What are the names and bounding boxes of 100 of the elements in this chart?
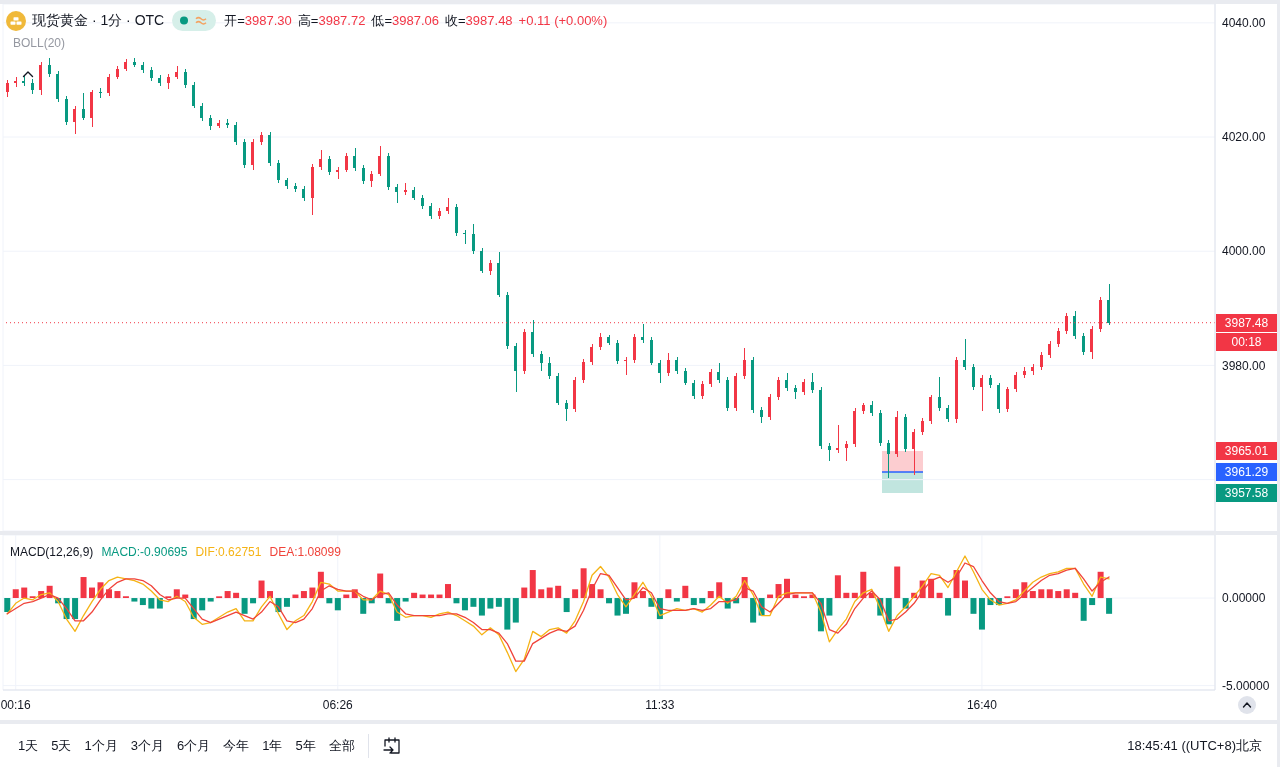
text: MACD(12,26,9)	[10, 545, 94, 559]
bar	[1080, 598, 1087, 621]
bar	[1089, 598, 1096, 606]
bar	[538, 589, 545, 599]
bar	[843, 592, 850, 599]
bar	[114, 591, 121, 599]
text: 今年	[223, 736, 250, 755]
candlestick	[463, 229, 467, 245]
candlestick	[963, 338, 967, 371]
bar	[470, 598, 477, 607]
candlestick	[649, 336, 653, 366]
text: 5年	[295, 736, 316, 755]
bar	[487, 598, 494, 609]
candlestick	[590, 343, 594, 366]
annotation: 开=3987.30	[224, 12, 292, 28]
candlestick	[844, 440, 848, 462]
candlestick	[73, 105, 77, 135]
candlestick	[395, 183, 399, 204]
bar	[673, 598, 680, 602]
bar	[639, 591, 646, 599]
candlestick	[276, 159, 280, 184]
candlestick	[1107, 283, 1111, 326]
text: 现货黄金 · 1分 · OTC	[32, 11, 165, 30]
bar	[665, 589, 672, 599]
text: 3个月	[130, 736, 164, 755]
y-tick-label: -5.00000	[1222, 678, 1270, 693]
bar	[546, 587, 553, 599]
candlestick	[107, 73, 111, 97]
bar	[1072, 592, 1079, 599]
candlestick	[615, 339, 619, 365]
bar	[707, 591, 714, 599]
bar	[1038, 589, 1045, 599]
candlestick	[717, 362, 721, 384]
candlestick	[692, 379, 696, 400]
bar	[648, 598, 655, 607]
text: 5天	[51, 736, 72, 755]
candlestick	[1073, 310, 1077, 340]
bar	[72, 598, 79, 620]
annotation: 收=3987.48	[445, 12, 513, 28]
candlestick	[810, 372, 814, 394]
candlestick	[980, 374, 984, 412]
candlestick	[912, 428, 916, 476]
bar	[300, 591, 307, 599]
bar	[614, 598, 621, 616]
bar	[224, 591, 231, 599]
series-label: MACD:-0.90695	[101, 545, 188, 559]
bar	[1055, 591, 1062, 599]
bar	[682, 585, 689, 599]
annotation: 低=3987.06	[371, 12, 440, 28]
bar	[258, 580, 265, 599]
bar	[512, 598, 519, 623]
bar	[606, 598, 613, 604]
candlestick	[658, 359, 662, 384]
bar	[241, 598, 248, 614]
bar	[250, 598, 257, 604]
candlestick	[632, 333, 636, 364]
annotation: 高=3987.72	[297, 12, 366, 28]
candlestick	[666, 352, 670, 377]
candlestick	[887, 439, 890, 479]
text: 1年	[262, 736, 283, 755]
y-tick-label: 4040.00	[1222, 16, 1266, 31]
candlestick	[937, 376, 941, 412]
bar	[978, 598, 985, 630]
bar	[233, 592, 240, 599]
bar	[148, 598, 155, 609]
candlestick	[1056, 327, 1060, 348]
candlestick	[403, 182, 407, 196]
line-series	[6, 562, 1110, 662]
ref-line-label: 3987.48	[1224, 315, 1269, 330]
bar	[495, 598, 502, 607]
x-tick-label: 00:16	[0, 697, 32, 712]
bar	[572, 589, 579, 599]
bar	[12, 589, 19, 599]
bar	[4, 598, 11, 613]
bar	[445, 584, 451, 599]
candlestick	[641, 323, 645, 344]
bar	[834, 575, 841, 599]
bar	[80, 577, 87, 599]
bar	[936, 592, 943, 599]
candlestick	[242, 138, 246, 169]
y-tick-label: 4000.00	[1222, 244, 1266, 259]
text: 1天	[18, 736, 39, 755]
candlestick	[971, 363, 975, 391]
text: 00:18	[1231, 334, 1262, 349]
text: 3961.29	[1224, 465, 1269, 479]
candlestick	[539, 350, 543, 372]
bar	[360, 598, 367, 614]
candlestick	[251, 138, 255, 171]
candlestick	[997, 382, 1001, 414]
candlestick	[98, 87, 102, 99]
bar	[1106, 598, 1113, 614]
text: 6个月	[176, 736, 211, 755]
bar	[131, 598, 138, 602]
candlestick	[1014, 371, 1018, 393]
text: 18:45:41 ((UTC+8)北京	[1127, 736, 1262, 755]
candlestick	[929, 394, 933, 425]
bar	[894, 566, 901, 599]
bar	[750, 598, 757, 623]
candlestick	[776, 376, 780, 401]
bar	[21, 587, 28, 599]
